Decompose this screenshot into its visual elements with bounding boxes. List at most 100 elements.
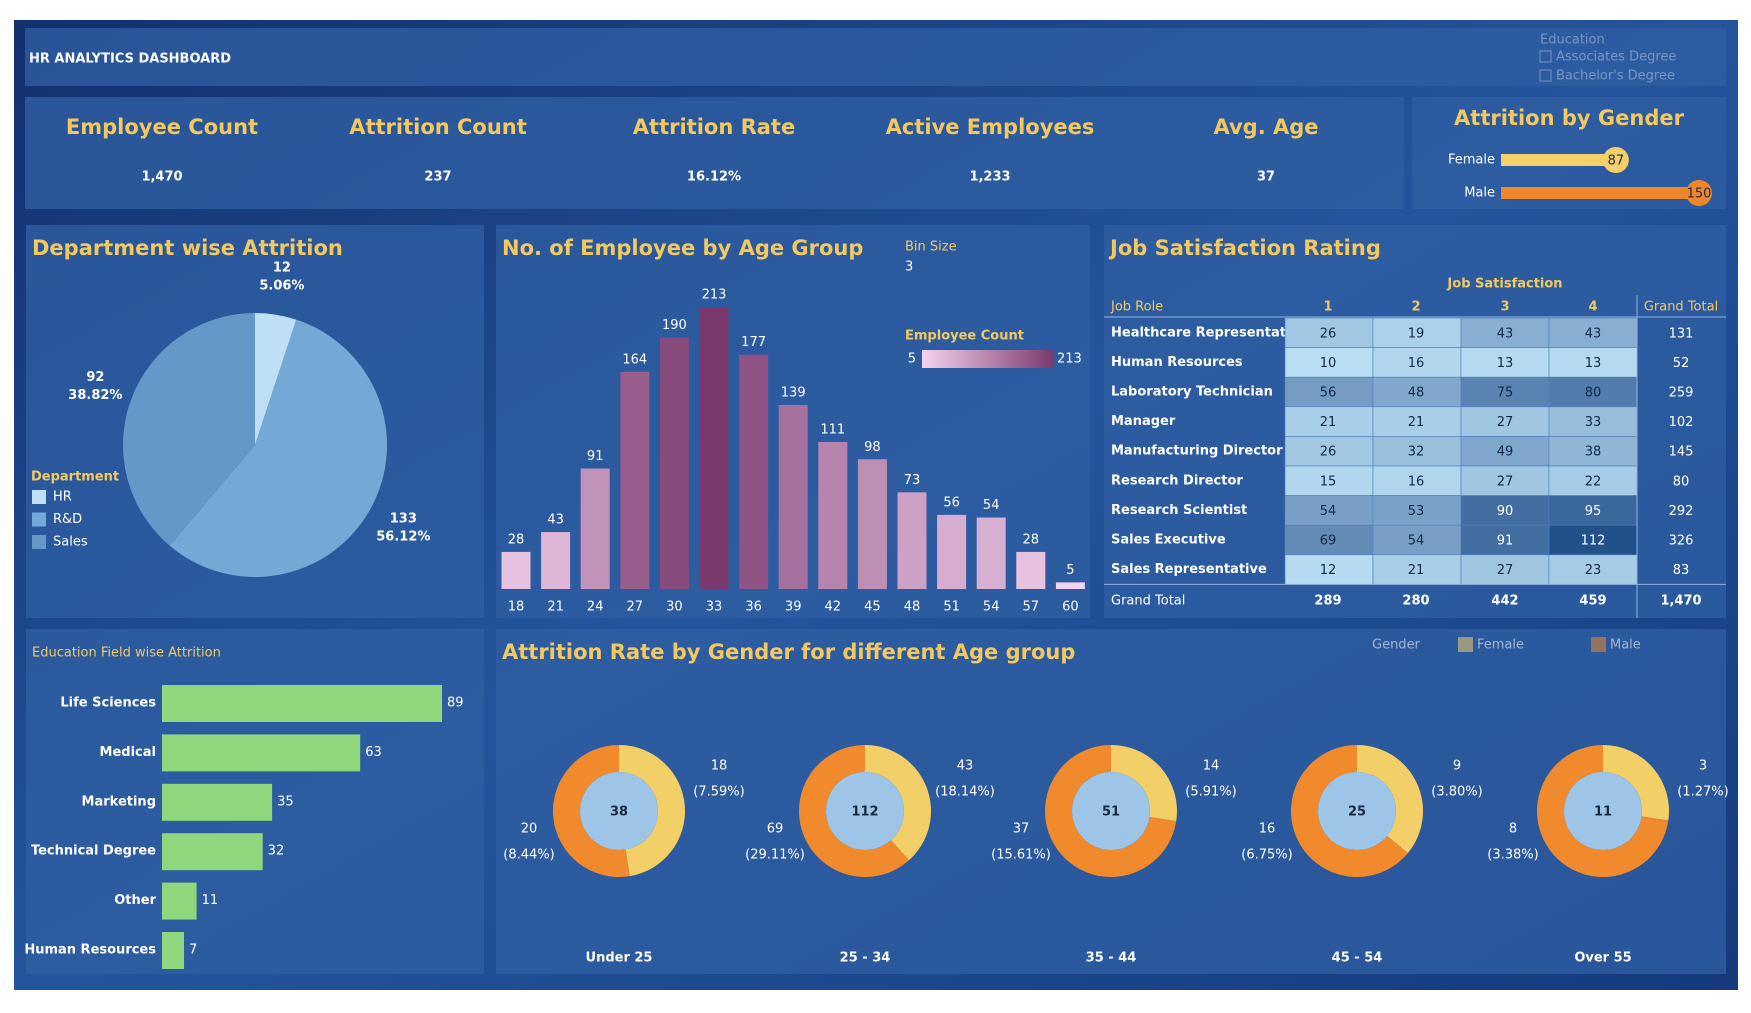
donut-total: 51 <box>1102 805 1120 820</box>
x-tick-label: 27 <box>627 600 644 615</box>
value-label: 3 <box>1699 759 1707 774</box>
x-tick-label: 39 <box>785 600 802 615</box>
legend-title: Department <box>31 470 119 485</box>
value-label: 32 <box>268 844 285 859</box>
donut-segment <box>1603 745 1669 821</box>
bar <box>1501 187 1699 199</box>
row-label: Sales Representative <box>1111 562 1267 577</box>
cell-value: 53 <box>1408 504 1425 519</box>
heat-cell <box>1372 495 1462 526</box>
value-label: 87 <box>1608 154 1625 169</box>
cell-value: 22 <box>1585 474 1602 489</box>
heat-cell <box>1284 406 1374 437</box>
cell-value: 69 <box>1320 534 1337 549</box>
cell-value: 21 <box>1408 415 1425 430</box>
row-total: 52 <box>1673 356 1690 371</box>
bar-label: Marketing <box>82 794 156 809</box>
row-total: 292 <box>1669 504 1694 519</box>
heat-cell <box>1372 524 1462 556</box>
legend-label: Sales <box>53 535 88 550</box>
value-label: 16 <box>1259 822 1276 837</box>
bar <box>818 442 848 589</box>
row-label: Research Director <box>1111 473 1243 488</box>
bar <box>937 514 967 589</box>
donut-total: 38 <box>610 805 628 820</box>
cell-value: 10 <box>1320 356 1337 371</box>
percent-label: (6.75%) <box>1241 848 1292 863</box>
value-label: 5 <box>1066 563 1074 578</box>
x-tick-label: 45 <box>864 600 881 615</box>
value-label: 91 <box>587 449 604 464</box>
bar <box>541 532 571 589</box>
filter-title[interactable]: Education <box>1540 33 1605 48</box>
percent-label: (5.91%) <box>1185 785 1236 800</box>
legend-swatch <box>32 490 46 504</box>
filter-item[interactable]: Bachelor's Degree <box>1556 69 1675 84</box>
table-title: Job Satisfaction Rating <box>1108 236 1381 260</box>
cell-value: 27 <box>1497 415 1514 430</box>
cell-value: 32 <box>1408 445 1425 460</box>
value-label: 177 <box>741 335 766 350</box>
heat-cell <box>1460 554 1550 585</box>
donut-center <box>1564 772 1642 850</box>
value-label: 89 <box>447 696 464 711</box>
kpi-label: Attrition Rate <box>633 115 795 139</box>
bin-size-title: Bin Size <box>905 240 957 255</box>
kpi-value: 37 <box>1257 170 1275 185</box>
value-label: 37 <box>1013 822 1030 837</box>
percent-label: (3.80%) <box>1431 785 1482 800</box>
heat-cell <box>1460 317 1550 348</box>
bar <box>659 337 689 589</box>
bar-end <box>1686 180 1712 206</box>
kpi-value: 237 <box>424 170 451 185</box>
cell-value: 19 <box>1408 326 1425 341</box>
bar-label: Medical <box>100 745 156 760</box>
donut-segment <box>1357 745 1423 854</box>
donut-total: 25 <box>1348 805 1366 820</box>
row-total: 102 <box>1669 415 1694 430</box>
bar <box>1055 582 1085 589</box>
kpi-value: 16.12% <box>687 170 741 185</box>
heat-cell <box>1548 524 1638 556</box>
column-header: Grand Total <box>1644 300 1718 315</box>
row-total: 145 <box>1669 445 1694 460</box>
color-legend-title: Employee Count <box>905 329 1024 344</box>
column-header: 2 <box>1411 300 1420 315</box>
row-total: 80 <box>1673 474 1690 489</box>
bar <box>162 833 263 871</box>
value-label: 12 <box>273 261 291 276</box>
value-label: 164 <box>622 352 647 367</box>
chart-title: Attrition by Gender <box>1454 106 1685 130</box>
cell-value: 91 <box>1497 534 1514 549</box>
value-label: 98 <box>864 440 881 455</box>
x-tick-label: 42 <box>825 600 842 615</box>
bar-label: Other <box>114 893 156 908</box>
percent-label: 56.12% <box>376 530 430 545</box>
bar <box>162 685 442 722</box>
percent-label: (29.11%) <box>745 848 805 863</box>
x-tick-label: 18 <box>508 600 525 615</box>
legend-swatch <box>1591 637 1606 652</box>
column-header: 4 <box>1588 300 1597 315</box>
filter-checkbox[interactable] <box>1539 50 1552 63</box>
filter-item[interactable]: Associates Degree <box>1556 50 1676 65</box>
color-legend-min: 5 <box>908 352 916 367</box>
value-label: 92 <box>86 370 104 385</box>
cell-value: 49 <box>1497 445 1514 460</box>
panel: Education Field wise Attrition Life Scien… <box>24 629 484 974</box>
heat-cell <box>1548 317 1638 348</box>
kpi-label: Attrition Count <box>349 115 527 139</box>
cell-value: 75 <box>1497 386 1514 401</box>
x-tick-label: 54 <box>983 600 1000 615</box>
filter-checkbox[interactable] <box>1539 69 1552 82</box>
bar-end <box>1602 147 1629 173</box>
kpi-value: 1,470 <box>141 170 182 185</box>
value-label: 28 <box>508 532 525 547</box>
value-label: 73 <box>904 473 921 488</box>
bar <box>162 882 197 920</box>
percent-label: (15.61%) <box>991 848 1051 863</box>
cell-value: 27 <box>1497 563 1514 578</box>
chart-title: Attrition Rate by Gender for different A… <box>502 640 1075 664</box>
kpi-label: Active Employees <box>886 115 1095 139</box>
